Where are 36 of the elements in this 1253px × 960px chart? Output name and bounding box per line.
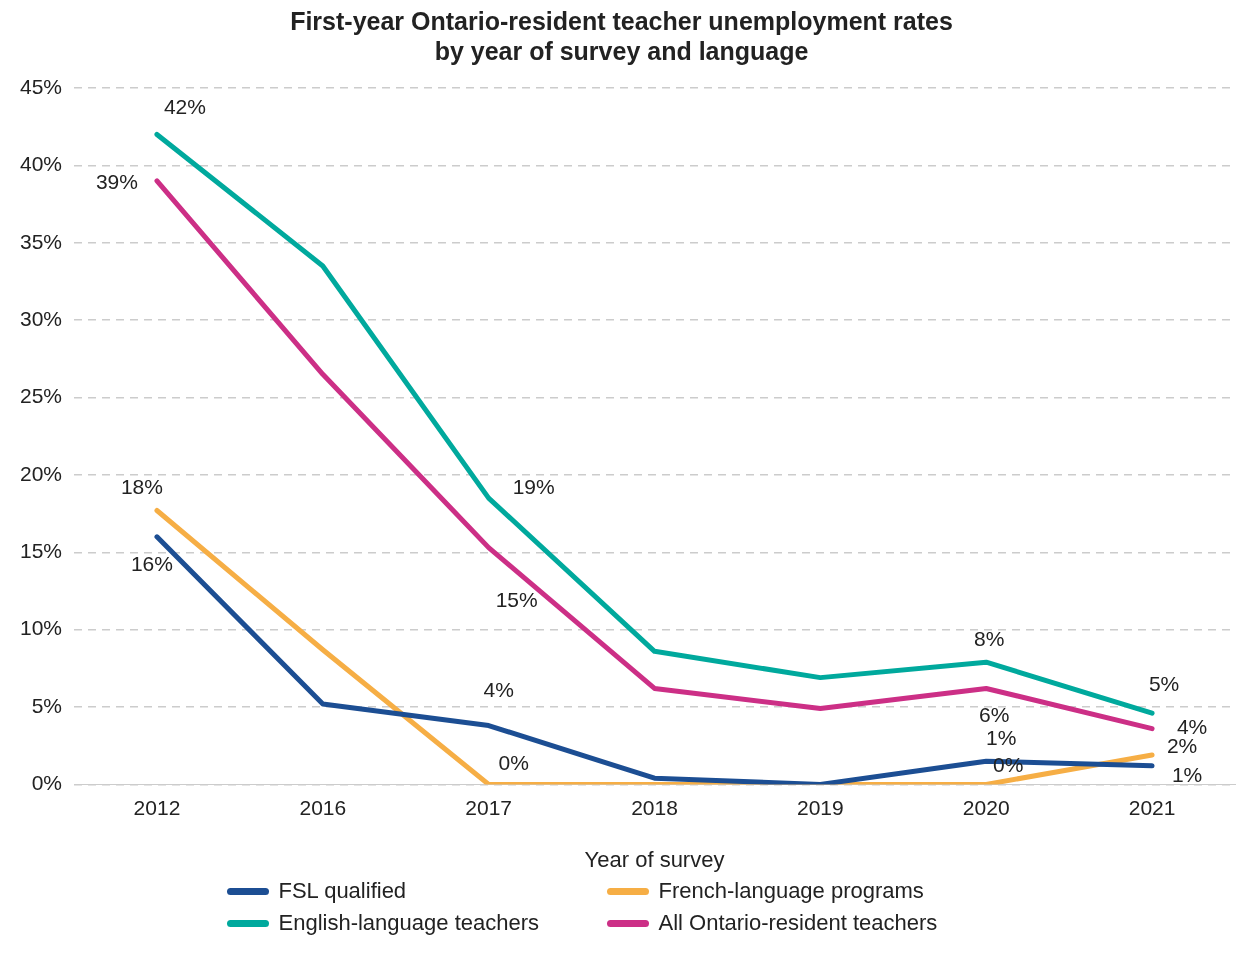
y-tick-label: 45%	[20, 74, 63, 98]
y-tick-label: 30%	[20, 306, 63, 330]
y-tick-label: 35%	[20, 229, 63, 253]
data-label: 15%	[495, 588, 538, 612]
y-tick-label: 25%	[20, 384, 63, 408]
data-label: 6%	[979, 703, 1010, 727]
data-label: 1%	[1171, 762, 1203, 786]
y-tick-label: 10%	[20, 616, 63, 640]
chart-title: First-year Ontario-resident teacher unemployment rates by year of survey and language	[290, 6, 953, 65]
y-tick-label: 15%	[20, 539, 63, 563]
data-label: 8%	[974, 626, 1005, 650]
x-tick-label: 2019	[797, 795, 844, 819]
legend-label: All Ontario-resident teachers	[658, 910, 938, 936]
data-label: 4%	[483, 678, 514, 702]
data-label: 16%	[130, 551, 173, 575]
data-label: 18%	[120, 475, 163, 499]
x-tick-label: 2012	[133, 795, 181, 819]
x-axis-title: Year of survey	[584, 846, 725, 872]
y-tick-label: 0%	[31, 771, 63, 795]
x-tick-label: 2021	[1128, 795, 1176, 819]
data-label: 39%	[95, 169, 138, 193]
legend-label: FSL qualified	[278, 878, 407, 904]
x-tick-label: 2018	[631, 795, 678, 819]
y-tick-label: 5%	[31, 693, 63, 717]
legend-label: French-language programs	[658, 878, 924, 904]
data-label: 0%	[498, 751, 529, 775]
x-tick-label: 2020	[962, 795, 1010, 819]
data-label: 1%	[986, 725, 1017, 749]
data-label: 42%	[163, 95, 206, 119]
x-tick-label: 2016	[299, 795, 347, 819]
legend-label: English-language teachers	[278, 910, 540, 936]
data-label: 19%	[512, 474, 555, 498]
y-tick-label: 20%	[20, 461, 63, 485]
data-label: 5%	[1148, 672, 1180, 696]
y-tick-label: 40%	[20, 152, 63, 176]
x-tick-label: 2017	[465, 795, 513, 819]
